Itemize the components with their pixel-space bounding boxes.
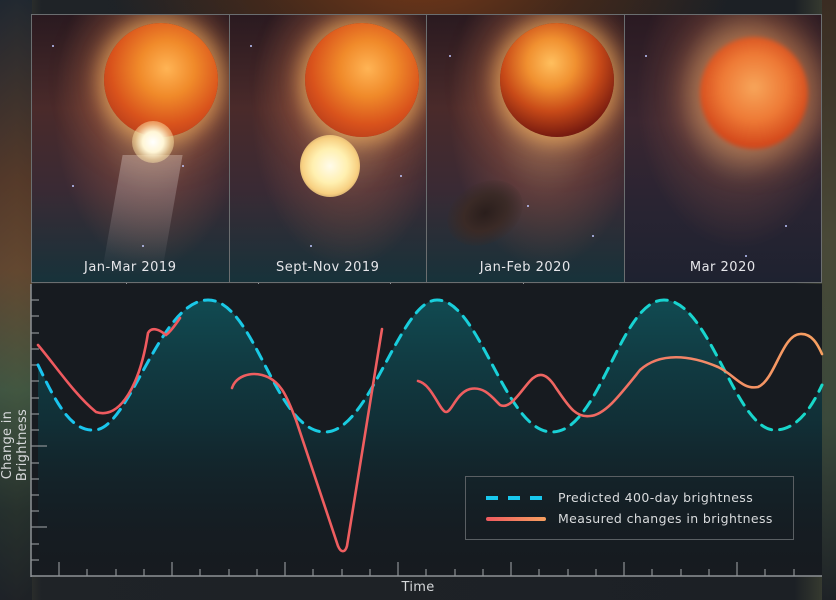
predicted-brightness-line [36,298,824,434]
panel-mar-2020: Mar 2020 [624,15,821,282]
panel-jan-feb-2020: Jan-Feb 2020 [427,15,625,282]
chart-legend: Predicted 400-day brightness Measured ch… [465,476,794,540]
panel-jan-mar-2019: Jan-Mar 2019 [32,15,230,282]
panel-label: Mar 2020 [689,260,756,275]
legend-item-predicted: Predicted 400-day brightness [486,490,753,505]
predicted-area-fill [38,300,822,576]
right-edge-haze [822,0,836,600]
legend-label-measured: Measured changes in brightness [558,511,773,526]
star-betelgeuse [104,23,218,137]
solid-line-icon [486,516,546,521]
legend-label-predicted: Predicted 400-day brightness [558,490,754,505]
left-edge-haze [0,0,32,600]
legend-item-measured: Measured changes in brightness [486,511,773,526]
x-axis-label: Time [401,580,435,595]
dashed-line-icon [486,495,546,500]
measured-brightness-line-3 [416,332,824,418]
panel-label: Jan-Mar 2019 [84,260,177,275]
star-betelgeuse-dimmed [699,37,808,149]
panel-label: Jan-Feb 2020 [479,260,571,275]
panel-sept-nov-2019: Sept-Nov 2019 [229,15,427,282]
star-betelgeuse [500,23,614,137]
y-axis-label: Change in Brightness [0,408,30,482]
y-axis-ticks [31,299,47,561]
star-betelgeuse [304,23,419,137]
hot-plume [132,121,174,163]
x-axis-ticks [58,562,795,576]
illustration-panels: Jan-Mar 2019 Sept-Nov 2019 Jan-Feb 2020 … [31,14,822,283]
panel-label: Sept-Nov 2019 [276,260,380,275]
measured-brightness-line-1 [36,316,182,415]
gas-bubble [299,135,360,197]
measured-brightness-line-2 [230,327,384,553]
